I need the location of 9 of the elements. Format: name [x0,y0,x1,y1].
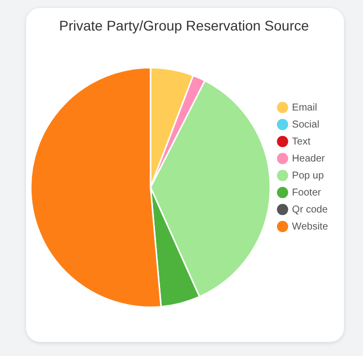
legend-label: Header [292,153,326,164]
legend-label: Qr code [292,204,328,216]
legend-label: Footer [292,187,322,198]
legend-label: Pop up [292,170,324,182]
legend-label: Email [292,102,318,114]
legend-label: Social [292,119,320,130]
legend-label: Text [292,136,311,148]
legend-label: Website [292,221,328,232]
chart-title: Private Party/Group Reservation Source [59,17,310,34]
